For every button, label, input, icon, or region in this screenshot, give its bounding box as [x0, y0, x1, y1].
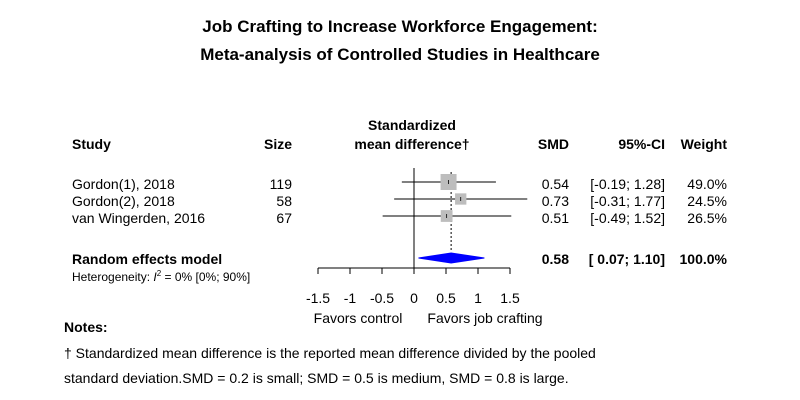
- heterogeneity-prefix: Heterogeneity:: [72, 270, 153, 284]
- x-tick-label: -1: [344, 290, 357, 306]
- notes-line1: † Standardized mean difference is the re…: [64, 345, 596, 361]
- study-name: van Wingerden, 2016: [72, 210, 205, 226]
- heterogeneity-stat: I: [153, 270, 157, 284]
- x-tick-label: -0.5: [370, 290, 394, 306]
- study-weight: 26.5%: [687, 210, 727, 226]
- header-effect-line1: Standardized: [368, 117, 456, 133]
- favors-right-label: Favors job crafting: [427, 310, 542, 326]
- header-study: Study: [72, 136, 111, 152]
- heterogeneity-sup: 2: [157, 269, 162, 278]
- header-weight: Weight: [681, 136, 728, 152]
- x-tick-label: 0: [410, 290, 418, 306]
- study-size: 119: [270, 176, 293, 192]
- study-name: Gordon(2), 2018: [72, 193, 175, 209]
- study-ci: [-0.31; 1.77]: [590, 193, 665, 209]
- pooled-smd: 0.58: [542, 251, 569, 267]
- x-tick-label: 1.5: [500, 290, 520, 306]
- study-ci: [-0.49; 1.52]: [590, 210, 665, 226]
- x-tick-label: -1.5: [306, 290, 330, 306]
- pooled-ci: [ 0.07; 1.10]: [589, 251, 665, 267]
- study-size: 58: [276, 193, 292, 209]
- study-smd: 0.54: [542, 176, 569, 192]
- heterogeneity-suffix: = 0% [0%; 90%]: [161, 270, 250, 284]
- chart-title-line1: Job Crafting to Increase Workforce Engag…: [202, 17, 597, 36]
- heterogeneity: Heterogeneity: I2 = 0% [0%; 90%]: [72, 269, 250, 284]
- pooled-weight: 100.0%: [680, 251, 728, 267]
- study-weight: 49.0%: [687, 176, 727, 192]
- study-size: 67: [276, 210, 292, 226]
- plot-area: -1.5 -1 -0.5 0 0.5 1 1.5: [306, 168, 528, 306]
- study-name: Gordon(1), 2018: [72, 176, 175, 192]
- study-weight: 24.5%: [687, 193, 727, 209]
- header-effect-line2: mean difference†: [354, 136, 469, 152]
- header-size: Size: [264, 136, 292, 152]
- study-row: Gordon(2), 2018 58 0.73 [-0.31; 1.77] 24…: [72, 193, 727, 209]
- header-ci: 95%-CI: [618, 136, 665, 152]
- notes-heading: Notes:: [64, 319, 108, 335]
- study-smd: 0.51: [542, 210, 569, 226]
- chart-title-line2: Meta-analysis of Controlled Studies in H…: [200, 45, 600, 64]
- pooled-label: Random effects model: [72, 251, 222, 267]
- header-smd: SMD: [538, 136, 569, 152]
- study-row: Gordon(1), 2018 119 0.54 [-0.19; 1.28] 4…: [72, 176, 727, 192]
- study-smd: 0.73: [542, 193, 569, 209]
- x-tick-label: 0.5: [436, 290, 456, 306]
- x-tick-label: 1: [474, 290, 482, 306]
- study-ci: [-0.19; 1.28]: [590, 176, 665, 192]
- favors-left-label: Favors control: [314, 310, 403, 326]
- study-row: van Wingerden, 2016 67 0.51 [-0.49; 1.52…: [72, 210, 727, 226]
- pooled-diamond: [418, 252, 485, 264]
- notes-line2: standard deviation.SMD = 0.2 is small; S…: [64, 370, 569, 386]
